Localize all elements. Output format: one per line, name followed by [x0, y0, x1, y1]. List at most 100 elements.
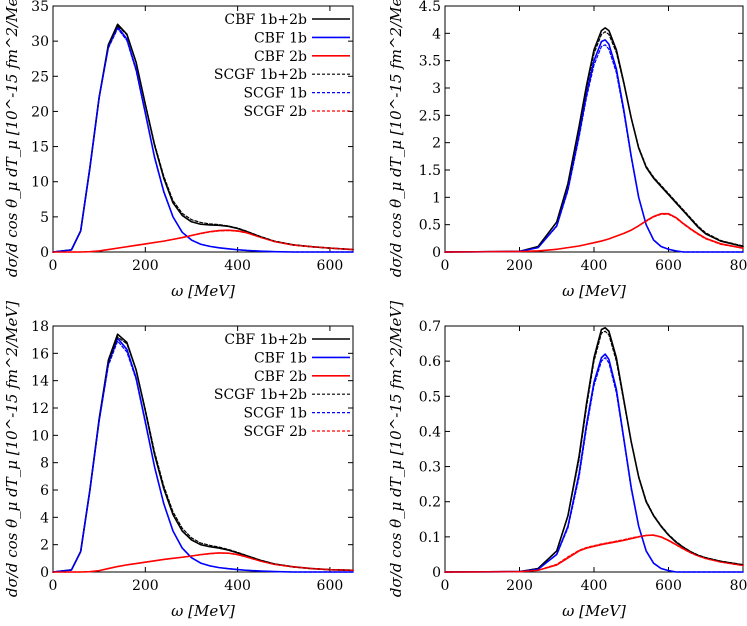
- x-tick-label: 200: [132, 578, 159, 594]
- x-axis-label: ω [MeV]: [171, 282, 235, 300]
- y-tick-label: 0: [40, 245, 49, 261]
- y-tick-label: 6: [40, 483, 49, 499]
- legend-label: CBF 2b: [254, 369, 307, 385]
- legend-label: SCGF 2b: [243, 424, 307, 440]
- y-tick-label: 4: [40, 510, 49, 526]
- y-tick-label: 25: [31, 69, 49, 85]
- series-line-cbf-1b: [444, 353, 744, 573]
- x-tick-label: 200: [506, 258, 533, 274]
- y-tick-label: 10: [31, 175, 49, 191]
- series-line-cbf-1b-2b: [52, 333, 354, 573]
- series-line-cbf-2b: [444, 534, 744, 573]
- y-tick-label: 0.5: [419, 389, 441, 405]
- legend: CBF 1b+2b CBF 1b CBF 2b SCGF 1b+2b SCGF 1b SC…: [214, 332, 350, 440]
- y-tick-label: 0.3: [419, 460, 441, 476]
- series-line-scgf-2b: [444, 213, 744, 253]
- x-tick-label: 0: [441, 578, 450, 594]
- legend-label: SCGF 1b: [243, 406, 307, 422]
- legend-label: CBF 1b+2b: [224, 12, 307, 28]
- series-line-cbf-1b-2b: [444, 326, 744, 573]
- y-tick-label: 1.5: [419, 163, 441, 179]
- y-tick-label: 3.5: [419, 54, 441, 70]
- y-tick-label: 1: [432, 190, 441, 206]
- series-line-scgf-1b-2b: [52, 336, 354, 573]
- series-lines: [52, 23, 354, 253]
- x-axis: 0 200 400 600 800: [441, 6, 747, 274]
- y-tick-label: 2: [432, 136, 441, 152]
- y-axis-label: dσ/d cos θ_μ dT_μ [10^-15 fm^2/MeV]: [3, 301, 21, 597]
- chart-panel-1: 0 200 400 600 0 5 10 15 20 25 30 35 ω [MeV] dσ/d cos …: [3, 0, 354, 300]
- series-line-scgf-1b: [444, 357, 744, 573]
- series-line-scgf-1b-2b: [444, 31, 744, 253]
- x-axis-label: ω [MeV]: [171, 602, 235, 620]
- series-lines: [444, 27, 744, 253]
- x-tick-label: 600: [317, 578, 344, 594]
- y-axis: 0 0.1 0.2 0.3 0.4 0.5 0.6 0.7: [419, 319, 743, 581]
- x-tick-label: 0: [49, 578, 58, 594]
- series-line-cbf-1b-2b: [52, 23, 354, 253]
- y-axis: 0 5 10 15 20 25 30 35: [31, 0, 353, 261]
- series-lines: [52, 333, 354, 573]
- y-tick-label: 0.7: [419, 319, 441, 335]
- y-tick-label: 0.5: [419, 218, 441, 234]
- series-line-scgf-2b: [444, 534, 744, 573]
- y-tick-label: 18: [31, 319, 49, 335]
- legend-label: CBF 1b: [254, 30, 307, 46]
- x-tick-label: 400: [581, 258, 608, 274]
- series-line-scgf-1b-2b: [52, 25, 354, 253]
- series-line-cbf-1b: [52, 26, 354, 253]
- plot-frame: [444, 5, 744, 253]
- x-tick-label: 400: [581, 578, 608, 594]
- x-tick-label: 200: [506, 578, 533, 594]
- y-axis-label: dσ/d cos θ_μ dT_μ [10^-15 fm^2/MeV]: [3, 0, 21, 277]
- y-tick-label: 10: [31, 428, 49, 444]
- x-tick-label: 400: [224, 258, 251, 274]
- y-tick-label: 0.2: [419, 495, 441, 511]
- series-line-scgf-1b: [444, 44, 744, 253]
- series-lines: [444, 326, 744, 573]
- y-tick-label: 30: [31, 34, 49, 50]
- legend-label: CBF 2b: [254, 49, 307, 65]
- y-tick-label: 0: [432, 245, 441, 261]
- legend-label: SCGF 1b: [243, 86, 307, 102]
- x-axis: 0 200 400 600 800: [441, 326, 747, 594]
- x-tick-label: 400: [224, 578, 251, 594]
- y-axis-label: dσ/d cos θ_μ dT_μ [10^-15 fm^2/MeV]: [387, 301, 405, 597]
- y-tick-label: 2: [40, 538, 49, 554]
- x-tick-label: 800: [730, 258, 747, 274]
- y-axis: 0 0.5 1 1.5 2 2.5 3 3.5 4 4.5: [419, 0, 743, 261]
- y-axis: 0 2 4 6 8 10 12 14 16 18: [31, 319, 353, 581]
- legend-label: SCGF 1b+2b: [214, 387, 307, 403]
- series-line-cbf-1b: [444, 39, 744, 253]
- x-tick-label: 0: [441, 258, 450, 274]
- x-tick-label: 600: [317, 258, 344, 274]
- legend-label: SCGF 1b+2b: [214, 67, 307, 83]
- legend: CBF 1b+2b CBF 1b CBF 2b SCGF 1b+2b SCGF 1b SC…: [214, 12, 350, 120]
- y-tick-label: 8: [40, 456, 49, 472]
- y-tick-label: 0: [40, 565, 49, 581]
- x-tick-label: 600: [655, 578, 682, 594]
- legend-label: SCGF 2b: [243, 104, 307, 120]
- x-tick-label: 600: [655, 258, 682, 274]
- y-tick-label: 0.4: [419, 424, 441, 440]
- series-line-cbf-1b: [52, 337, 354, 573]
- series-line-scgf-1b-2b: [444, 330, 744, 573]
- y-tick-label: 0.1: [419, 530, 441, 546]
- y-tick-label: 5: [40, 210, 49, 226]
- x-axis-label: ω [MeV]: [562, 282, 626, 300]
- y-tick-label: 4: [432, 26, 441, 42]
- legend-label: CBF 1b: [254, 350, 307, 366]
- y-tick-label: 0.6: [419, 354, 441, 370]
- series-line-scgf-2b: [52, 229, 354, 253]
- series-line-cbf-2b: [52, 552, 354, 573]
- x-tick-label: 0: [49, 258, 58, 274]
- x-axis: 0 200 400 600: [49, 6, 344, 274]
- y-tick-label: 35: [31, 0, 49, 15]
- chart-panel-4: 0 200 400 600 800 0 0.1 0.2 0.3 0.4 0.5 0.6 0.7 ω [Me…: [387, 301, 747, 620]
- y-tick-label: 0: [432, 565, 441, 581]
- y-tick-label: 15: [31, 140, 49, 156]
- x-axis: 0 200 400 600: [49, 326, 344, 594]
- series-line-scgf-2b: [52, 552, 354, 573]
- legend-label: CBF 1b+2b: [224, 332, 307, 348]
